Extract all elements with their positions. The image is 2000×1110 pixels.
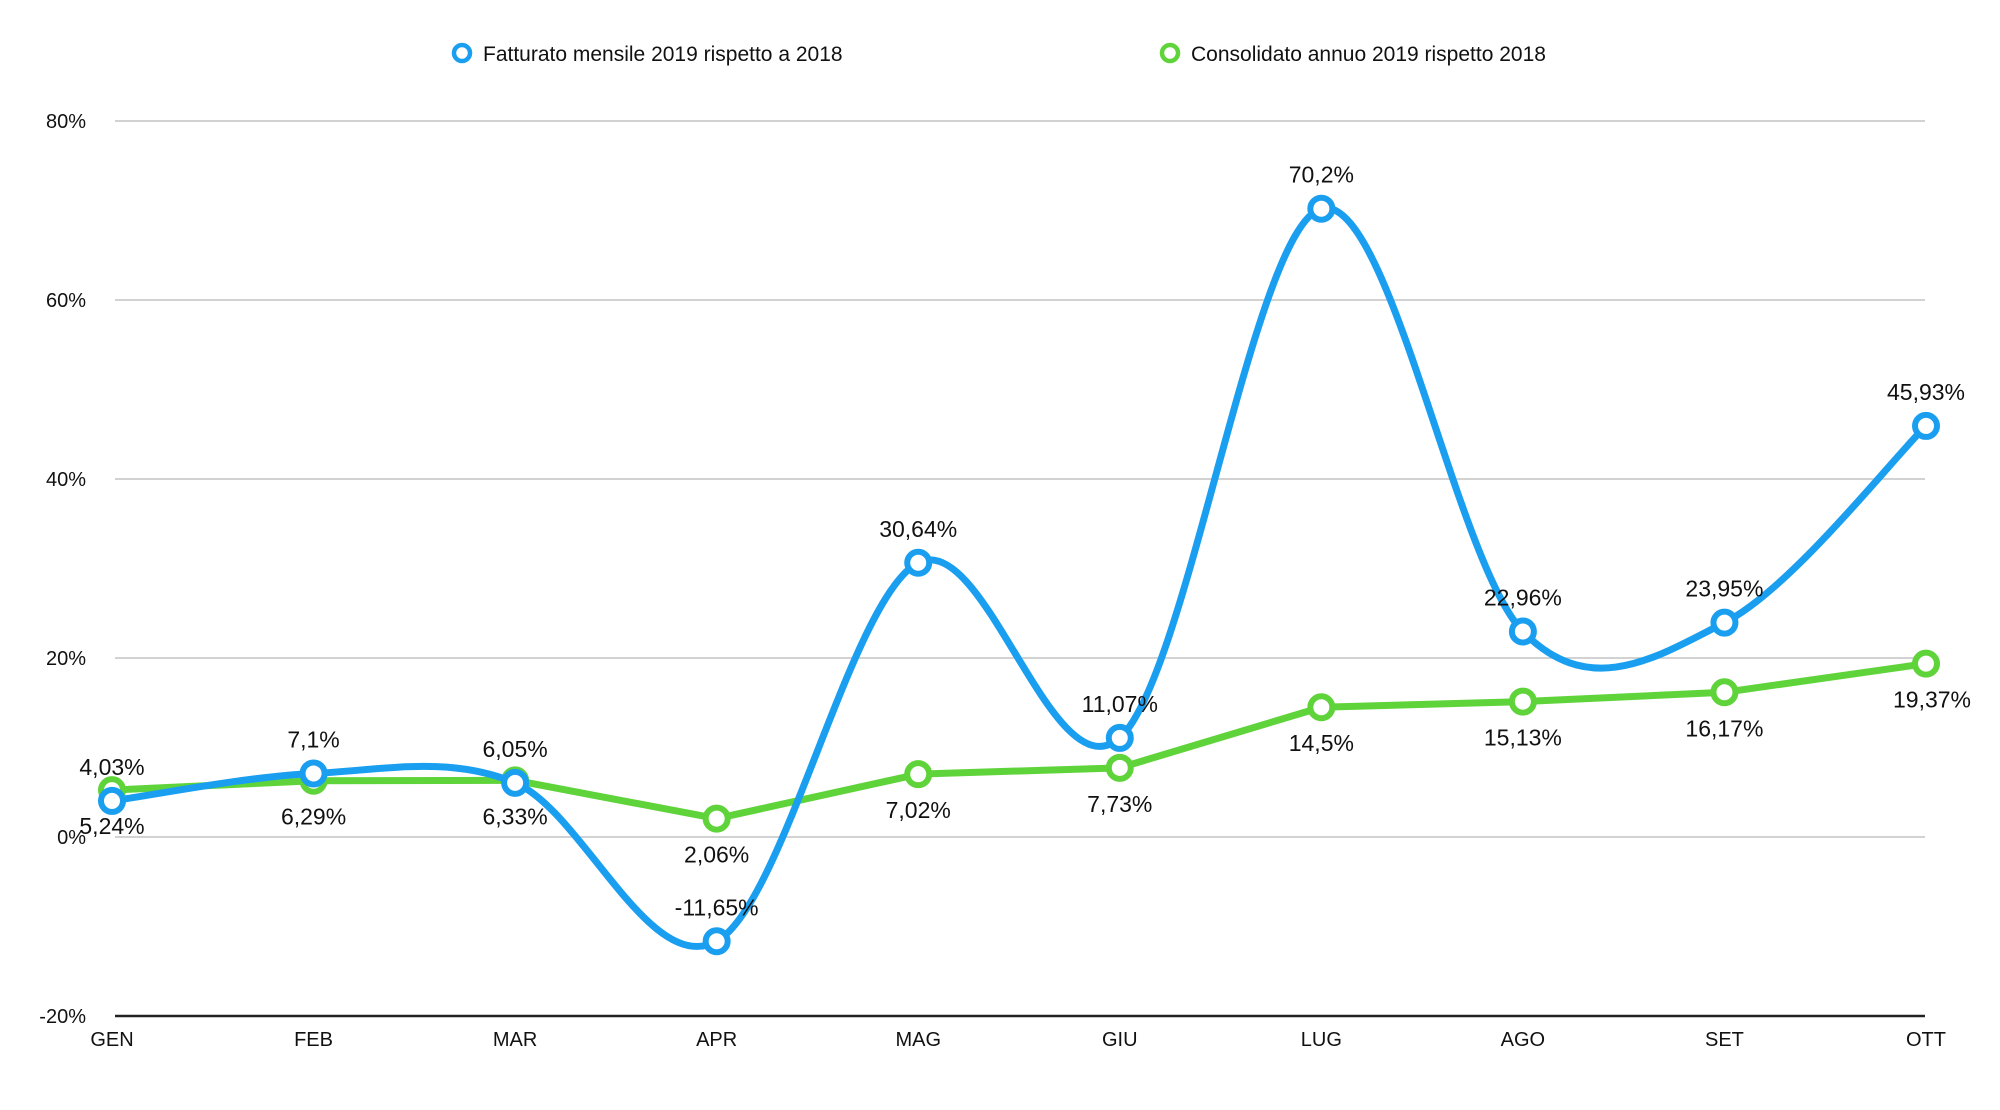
data-point: [1912, 411, 1940, 440]
data-point: [904, 548, 933, 577]
y-tick-label: 40%: [46, 469, 86, 491]
data-label: 45,93%: [1887, 379, 1965, 405]
x-tick-label: GIU: [1102, 1029, 1138, 1051]
data-point: [1710, 678, 1739, 707]
data-label: 15,13%: [1484, 725, 1562, 751]
data-point: [904, 760, 933, 789]
series-line: [108, 660, 1930, 823]
data-point: [1912, 649, 1940, 678]
data-label: 23,95%: [1685, 576, 1763, 602]
data-point: [1307, 194, 1336, 223]
x-tick-label: GEN: [90, 1029, 133, 1051]
data-label: 7,02%: [886, 797, 951, 823]
data-point: [501, 768, 530, 797]
x-tick-label: SET: [1705, 1029, 1744, 1051]
data-label: 2,06%: [684, 842, 749, 868]
data-label: 70,2%: [1289, 162, 1354, 188]
legend-entry: Fatturato mensile 2019 rispetto a 2018: [483, 43, 843, 66]
data-point: [98, 786, 126, 815]
legend-marker-icon: [1159, 42, 1181, 64]
data-point: [702, 927, 731, 956]
data-label: 7,1%: [287, 726, 339, 752]
x-tick-label: AGO: [1501, 1029, 1545, 1051]
x-tick-label: MAR: [493, 1029, 537, 1051]
y-tick-label: 80%: [46, 111, 86, 133]
data-point: [1307, 693, 1336, 722]
data-label: -11,65%: [675, 894, 759, 920]
x-tick-label: LUG: [1301, 1029, 1342, 1051]
y-tick-label: 60%: [46, 290, 86, 312]
data-label: 6,05%: [483, 736, 548, 762]
axes: -20% 0% 20% 40% 60% 80% GEN FEB MAR APR MAG GIU LUG A…: [39, 111, 1946, 1051]
data-label: 6,29%: [281, 804, 346, 830]
series-lines: [98, 194, 1940, 956]
x-tick-label: FEB: [294, 1029, 333, 1051]
series-line: [108, 204, 1930, 950]
data-labels: 4,03% 7,1% 6,05% -11,65% 30,64% 11,07% 70,2% 22…: [79, 162, 1971, 921]
x-tick-label: MAG: [895, 1029, 941, 1051]
legend-entry: Consolidato annuo 2019 rispetto 2018: [1191, 43, 1546, 66]
data-point: [1710, 608, 1739, 637]
data-label: 14,5%: [1289, 730, 1354, 756]
data-point: [1105, 723, 1134, 752]
data-point: [1508, 617, 1537, 646]
data-point: [1508, 687, 1537, 716]
legend-marker-icon: [451, 42, 473, 64]
data-label: 7,73%: [1087, 791, 1152, 817]
legend: Fatturato mensile 2019 rispetto a 2018 Co…: [451, 42, 1546, 66]
data-label: 4,03%: [79, 754, 144, 780]
y-tick-label: 20%: [46, 648, 86, 670]
gridlines: [115, 120, 1925, 1018]
data-label: 22,96%: [1484, 585, 1562, 611]
data-point: [299, 759, 328, 788]
x-tick-label: APR: [696, 1029, 737, 1051]
x-tick-label: OTT: [1906, 1029, 1946, 1051]
data-label: 16,17%: [1685, 715, 1763, 741]
y-tick-label: -20%: [39, 1006, 86, 1028]
data-label: 6,33%: [483, 803, 548, 829]
data-point: [1105, 753, 1134, 782]
data-label: 11,07%: [1082, 691, 1158, 717]
y-tick-label: 0%: [57, 827, 86, 849]
data-point: [702, 804, 731, 833]
data-label: 30,64%: [879, 516, 957, 542]
data-label: 5,24%: [79, 813, 144, 839]
data-label: 19,37%: [1893, 687, 1971, 713]
